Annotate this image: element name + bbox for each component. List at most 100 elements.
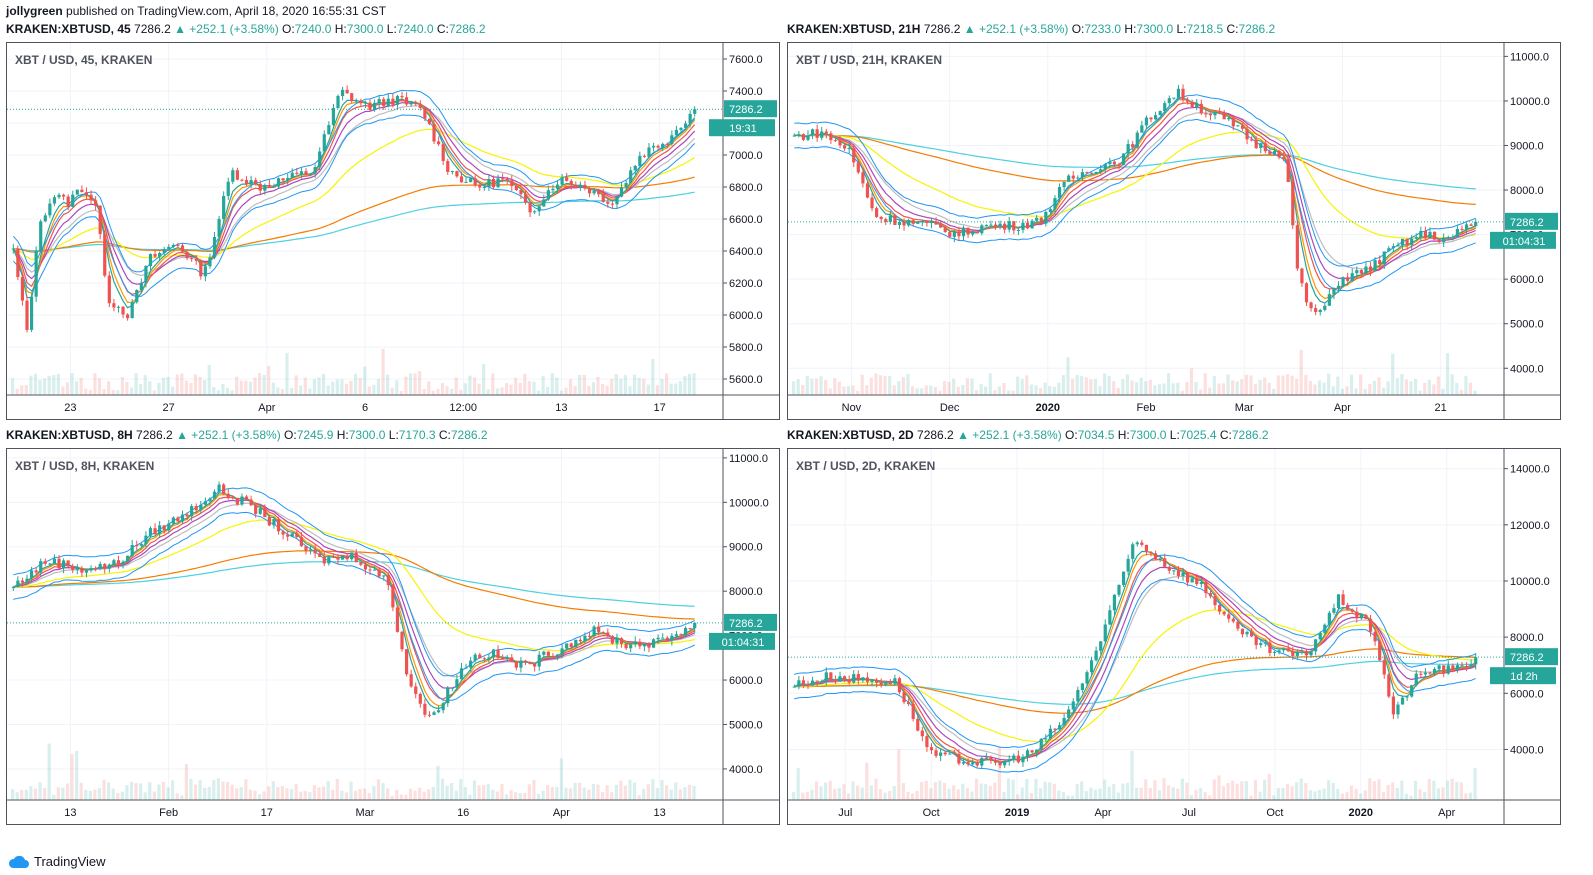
candle-body (875, 208, 879, 217)
low-value: 7240.0 (396, 22, 434, 36)
volume-bar (198, 376, 202, 395)
chart-panel-3[interactable]: 11000.010000.09000.08000.07000.06000.050… (6, 448, 780, 825)
candle-body (1140, 125, 1144, 133)
candle-body (670, 135, 674, 144)
series-legend[interactable]: XBT / USD, 21H, KRAKEN (796, 53, 943, 67)
candle-body (601, 632, 605, 634)
volume-bar (399, 794, 403, 800)
candle-body (1428, 672, 1432, 674)
chart-svg[interactable]: 7600.07400.07200.07000.06800.06600.06400… (7, 43, 779, 419)
volume-bar (289, 387, 294, 395)
candle-body (893, 678, 897, 684)
candle-body (633, 641, 637, 645)
candle-body (852, 674, 856, 683)
candle-body (1030, 220, 1034, 229)
volume-bar (1052, 783, 1056, 800)
up-arrow-icon: ▲ (170, 22, 186, 36)
candle-body (592, 190, 596, 194)
volume-bar (664, 373, 669, 395)
volume-bar (1048, 782, 1052, 800)
candle-body (327, 125, 331, 135)
candle-body (1446, 665, 1450, 674)
chart-panel-2[interactable]: 11000.010000.09000.08000.07000.06000.050… (787, 42, 1561, 420)
y-tick-label: 14000.0 (1510, 464, 1550, 476)
candle-body (1423, 672, 1428, 675)
candle-body (144, 535, 148, 544)
volume-bar (651, 358, 655, 395)
candle-body (916, 718, 920, 731)
volume-bar (257, 794, 262, 800)
volume-bar (1029, 793, 1034, 800)
high-value: 7300.0 (346, 22, 384, 36)
candle-body (514, 185, 518, 191)
candle-body (1295, 652, 1299, 656)
tradingview-footer[interactable]: TradingView (8, 854, 106, 869)
volume-bar (1139, 377, 1143, 395)
volume-bar (897, 749, 901, 800)
title-separator: L: (383, 22, 397, 36)
volume-bar (1084, 791, 1088, 800)
volume-bar (107, 381, 111, 395)
volume-bar (833, 377, 837, 395)
candle-body (185, 251, 189, 259)
volume-bar (878, 789, 883, 800)
candle-body (441, 703, 445, 711)
volume-bar (1194, 789, 1198, 800)
candle-body (934, 750, 938, 756)
candle-body (1094, 171, 1098, 174)
volume-bar (856, 785, 860, 800)
volume-bar (56, 373, 60, 395)
last-price: 7286.2 (136, 428, 173, 442)
volume-bar (225, 387, 230, 395)
volume-bar (614, 784, 618, 800)
candle-body (171, 517, 175, 524)
volume-bar (1441, 787, 1445, 800)
chart-svg[interactable]: 11000.010000.09000.08000.07000.06000.050… (7, 449, 779, 824)
chart-svg[interactable]: 14000.0 12000.0 10000.0 8000.0 6000.0 4000.0 J… (788, 449, 1560, 824)
chart-panel-1[interactable]: 7600.07400.07200.07000.06800.06600.06400… (6, 42, 780, 420)
chart-svg[interactable]: 11000.010000.09000.08000.07000.06000.050… (788, 43, 1560, 419)
candle-body (1318, 309, 1322, 313)
candle-body (505, 657, 509, 659)
volume-bar (555, 377, 559, 395)
candle-body (103, 234, 107, 276)
candle-body (1167, 98, 1171, 104)
author-name[interactable]: jollygreen (6, 4, 63, 18)
candle-body (162, 249, 166, 254)
volume-bar (1272, 795, 1276, 800)
volume-bar (814, 378, 819, 395)
chart-panel-4[interactable]: 14000.0 12000.0 10000.0 8000.0 6000.0 4000.0 J… (787, 448, 1561, 825)
candle-body (1451, 236, 1455, 238)
volume-bar (1244, 374, 1248, 395)
series-legend[interactable]: XBT / USD, 8H, KRAKEN (15, 459, 155, 473)
candle-body (510, 657, 514, 662)
candle-body (879, 682, 883, 685)
volume-bar (1107, 375, 1111, 395)
volume-bar (1098, 788, 1102, 800)
candle-body (1117, 164, 1121, 166)
close-value: 7286.2 (448, 22, 486, 36)
candle-body (1176, 570, 1181, 577)
title-separator: , (891, 428, 899, 442)
candle-body (1085, 672, 1089, 684)
high-value: 7300.0 (1136, 22, 1174, 36)
candle-body (1071, 175, 1075, 179)
candle-body (1089, 660, 1094, 673)
candle-body (884, 683, 888, 685)
candle-body (126, 314, 130, 319)
volume-bar (1112, 783, 1116, 800)
ma-line-red (13, 496, 695, 700)
volume-bar (1345, 792, 1349, 800)
volume-bar (212, 387, 216, 395)
candle-body (1277, 650, 1281, 652)
candle-body (870, 679, 874, 682)
candle-body (39, 221, 43, 252)
series-legend[interactable]: XBT / USD, 2D, KRAKEN (796, 459, 936, 473)
volume-bar (933, 386, 937, 395)
candle-body (569, 180, 573, 185)
series-legend[interactable]: XBT / USD, 45, KRAKEN (15, 53, 153, 67)
volume-bar (993, 782, 997, 800)
volume-bar (75, 750, 79, 800)
volume-bar (450, 389, 454, 395)
candle-body (66, 560, 70, 567)
